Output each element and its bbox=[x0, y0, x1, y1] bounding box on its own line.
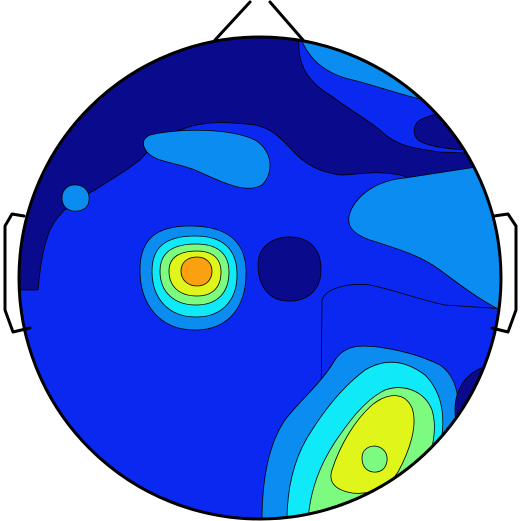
nose-marker bbox=[213, 0, 252, 42]
right-ear bbox=[490, 212, 518, 334]
hot-region-core-yellow bbox=[330, 395, 415, 494]
high-region-top-right-green bbox=[334, 37, 501, 61]
head-outline bbox=[17, 35, 503, 521]
mid-patch-upper bbox=[143, 129, 271, 189]
low-blob-center bbox=[257, 236, 322, 302]
focal-peak bbox=[139, 225, 247, 331]
mid-patch-right bbox=[348, 157, 501, 321]
hot-region-inner-green bbox=[361, 445, 388, 473]
mid-blob-upper-left bbox=[61, 184, 90, 212]
focal-peak-core-orange bbox=[180, 256, 213, 287]
low-region-upper bbox=[19, 37, 501, 291]
head-outline-group bbox=[3, 0, 518, 521]
nose-marker-right bbox=[268, 0, 305, 42]
left-ear bbox=[3, 212, 32, 334]
